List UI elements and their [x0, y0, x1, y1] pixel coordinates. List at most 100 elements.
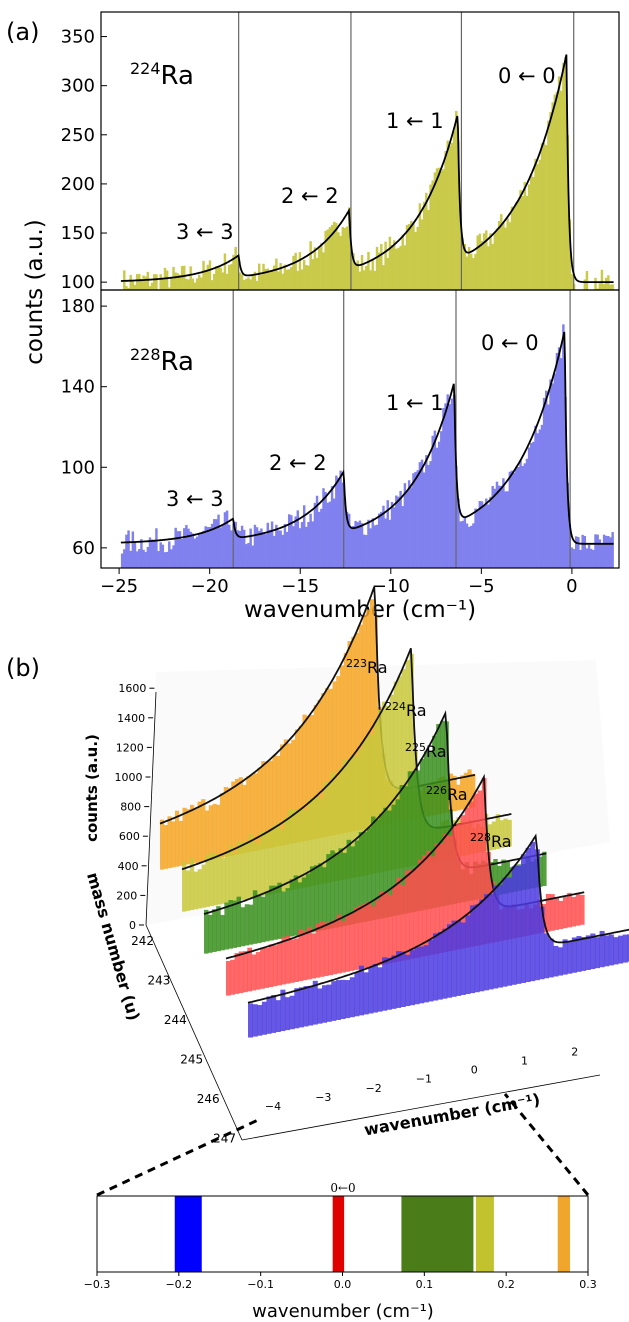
histogram-bar: [271, 994, 277, 1033]
histogram-bar: [460, 775, 465, 810]
histogram-bar: [330, 850, 335, 929]
histogram-bar: [243, 279, 246, 290]
histogram-bar: [295, 729, 300, 843]
histogram-bar: [397, 496, 400, 568]
histogram-bar: [401, 668, 406, 868]
x-tick-label: 0.0: [334, 1278, 352, 1291]
histogram-bar: [525, 847, 531, 983]
histogram-bar: [335, 980, 341, 1020]
histogram-bar: [315, 796, 320, 885]
histogram-bar: [457, 498, 460, 568]
histogram-bar: [611, 284, 614, 290]
histogram-bar: [153, 541, 156, 568]
histogram-bar: [224, 902, 229, 950]
histogram-bar: [245, 278, 248, 290]
histogram-bar: [560, 358, 563, 568]
histogram-bar: [251, 954, 257, 991]
histogram-bar: [287, 810, 293, 891]
histogram-bar: [148, 286, 152, 290]
histogram-bar: [138, 549, 141, 568]
histogram-bar: [212, 803, 217, 860]
histogram-bar: [504, 227, 507, 290]
histogram-bar: [258, 530, 261, 568]
histogram-bar: [232, 254, 235, 290]
histogram-bar: [219, 527, 222, 568]
histogram-bar: [240, 274, 244, 290]
histogram-bar: [256, 844, 261, 897]
histogram-bar: [358, 905, 363, 970]
histogram-bar: [334, 852, 339, 928]
histogram-bar: [303, 986, 309, 1027]
histogram-bar: [420, 219, 424, 290]
histogram-bar: [138, 273, 141, 290]
histogram-bar: [530, 173, 533, 290]
histogram-bar: [312, 980, 318, 1025]
histogram-bar: [507, 877, 513, 986]
histogram-bar: [572, 549, 576, 568]
histogram-bar: [473, 793, 478, 947]
histogram-bar: [275, 1000, 281, 1032]
histogram-bar: [131, 279, 135, 290]
histogram-bar: [350, 754, 355, 878]
histogram-bar: [442, 408, 445, 568]
histogram-bar: [390, 245, 394, 290]
histogram-bar: [323, 782, 328, 884]
histogram-bar: [362, 832, 368, 922]
histogram-bar: [467, 526, 471, 568]
histogram-bar: [150, 539, 154, 568]
histogram-bar: [393, 681, 399, 870]
b3d-xlabel: wavenumber (cm⁻¹): [363, 1090, 542, 1140]
histogram-bar: [437, 931, 443, 1000]
histogram-bar: [227, 787, 232, 857]
histogram-bar: [396, 951, 402, 1008]
histogram-bar: [185, 525, 188, 568]
histogram-bar: [547, 404, 550, 568]
histogram-bar: [249, 279, 252, 290]
histogram-bar: [345, 980, 351, 1019]
inset-ticks: −0.3 −0.2 −0.1 0.0 0.1 0.2 0.3: [84, 1272, 597, 1291]
histogram-bar: [590, 548, 593, 568]
histogram-bar: [383, 807, 388, 918]
histogram-bar: [547, 120, 550, 290]
histogram-bar: [544, 933, 550, 979]
histogram-bar: [540, 424, 544, 568]
histogram-bar: [168, 287, 171, 290]
histogram-bar: [405, 870, 410, 960]
histogram-bar: [480, 241, 484, 290]
histogram-bar: [527, 447, 531, 568]
histogram-bar: [182, 807, 187, 866]
histogram-bar: [452, 130, 456, 290]
histogram-bar: [167, 816, 172, 869]
histogram-bar: [579, 894, 585, 925]
fit-curve: [247, 833, 629, 1004]
b3d-isotope-224: 224Ra: [385, 700, 427, 720]
histogram-bar: [346, 760, 352, 879]
mass-tick-label: 247: [213, 1132, 236, 1146]
histogram-bar: [220, 793, 225, 858]
histogram-bar: [146, 546, 150, 568]
histogram-bar: [530, 841, 536, 982]
histogram-bar: [332, 919, 338, 975]
histogram-bar: [499, 820, 504, 849]
histogram-bar: [608, 934, 614, 966]
histogram-bar: [228, 900, 233, 949]
histogram-bar: [553, 373, 557, 568]
histogram-bar: [309, 241, 312, 290]
histogram-bar: [226, 960, 231, 996]
histogram-bar: [294, 988, 300, 1029]
histogram-bar: [521, 466, 524, 568]
histogram-bar: [309, 866, 315, 933]
histogram-bar: [336, 914, 342, 974]
x-tick-label: −3: [315, 1091, 331, 1104]
histogram-bar: [448, 404, 452, 568]
histogram-bar: [564, 56, 567, 290]
histogram-bar: [542, 397, 546, 568]
histogram-bar: [268, 270, 272, 290]
isotope-shift-band: [401, 1196, 474, 1272]
histogram-bar: [433, 172, 437, 290]
histogram-bar: [193, 538, 197, 568]
histogram-bar: [193, 808, 198, 863]
histogram-bar: [292, 255, 295, 290]
histogram-bar: [255, 280, 259, 290]
histogram-bar: [146, 271, 150, 290]
